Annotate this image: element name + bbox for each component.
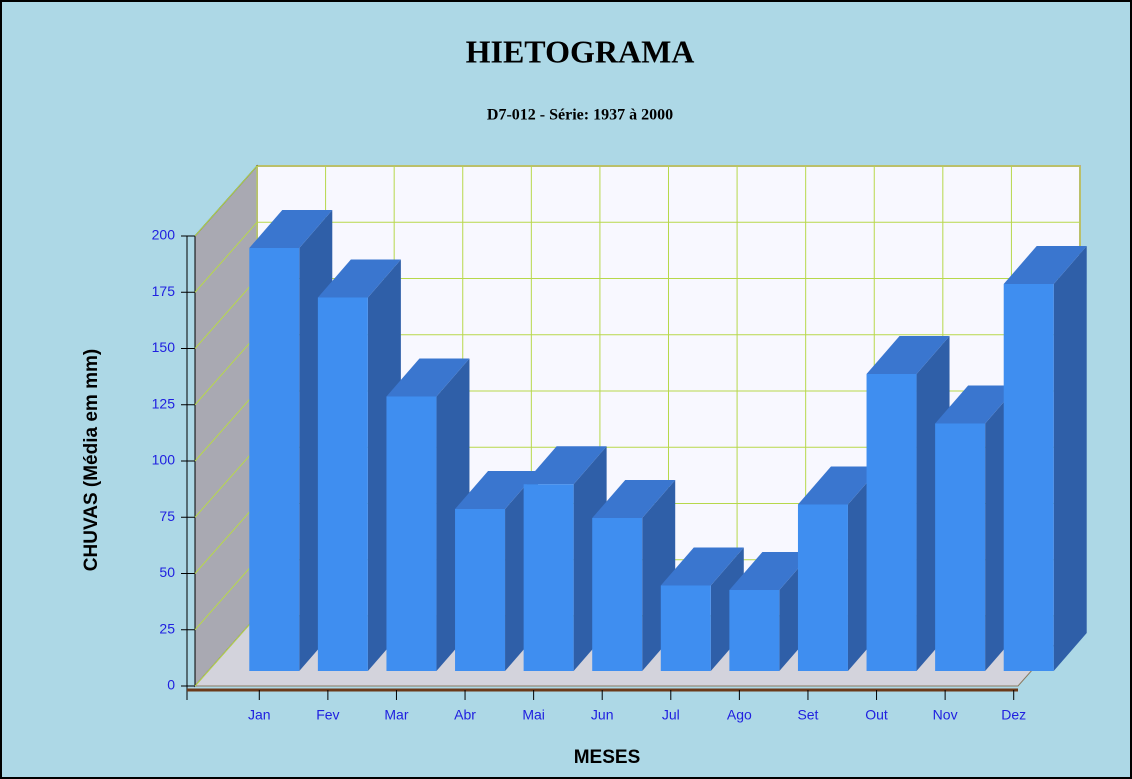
y-axis-label: CHUVAS (Média em mm) [81, 349, 102, 571]
bar [317, 297, 368, 671]
bar-top [592, 480, 676, 518]
x-tick-label: Out [865, 707, 888, 723]
y-tick-label: 0 [167, 677, 175, 693]
bar [455, 509, 506, 671]
bar-top [729, 552, 813, 590]
bar [729, 590, 780, 671]
y-tick-label: 75 [159, 508, 175, 524]
y-tick-label: 175 [152, 283, 176, 299]
bar-top [386, 358, 470, 397]
bar [797, 504, 848, 671]
chart-title: HIETOGRAMA [466, 33, 695, 69]
x-tick-label: Set [797, 707, 818, 723]
x-tick-label: Mai [522, 707, 545, 723]
grid-line [194, 221, 258, 293]
bar-top [866, 336, 950, 374]
bar [592, 518, 643, 671]
x-tick-label: Jul [662, 707, 680, 723]
x-tick-label: Dez [1001, 707, 1026, 723]
x-tick-label: Mar [384, 707, 408, 723]
bar [386, 396, 437, 671]
grid-line [194, 559, 258, 631]
grid-line [194, 503, 258, 574]
x-tick-label: Ago [727, 707, 752, 723]
grid-line [194, 390, 258, 462]
bar-top [523, 446, 607, 485]
bar-top [935, 385, 1019, 424]
plot-area: 0 25 50 75 100 125 150 175 200 Jan Fev Mar Abr Mai Jun… [152, 164, 1087, 723]
x-tick-label: Abr [454, 707, 476, 723]
bar-top [249, 210, 333, 248]
y-tick-label: 50 [159, 564, 175, 580]
x-tick-label: Nov [933, 707, 958, 723]
x-tick-label: Jun [591, 707, 614, 723]
bar-side [1053, 246, 1087, 671]
y-tick-label: 150 [152, 339, 176, 355]
bar [1003, 284, 1054, 671]
bar-top [797, 466, 881, 505]
x-tick-label: Jan [248, 707, 271, 723]
y-tick-label: 25 [159, 620, 175, 636]
grid-line [194, 278, 258, 349]
grid-line [194, 165, 258, 237]
bar-top [455, 471, 539, 509]
bar [249, 248, 300, 671]
bar [866, 374, 917, 671]
chart-subtitle: D7-012 - Série: 1937 à 2000 [487, 107, 673, 124]
y-tick-label: 100 [152, 452, 176, 468]
bar [935, 423, 986, 671]
bar [660, 585, 711, 671]
bar-top [1003, 246, 1087, 284]
y-tick-label: 125 [152, 395, 176, 411]
x-tick-label: Fev [316, 707, 339, 723]
bar [523, 484, 574, 671]
grid-line [194, 334, 258, 406]
grid-line [194, 615, 258, 687]
bar-top [660, 547, 744, 586]
bar-top [317, 259, 401, 298]
y-tick-label: 200 [152, 227, 176, 243]
grid-line [194, 446, 258, 518]
x-axis-label: MESES [574, 747, 641, 768]
